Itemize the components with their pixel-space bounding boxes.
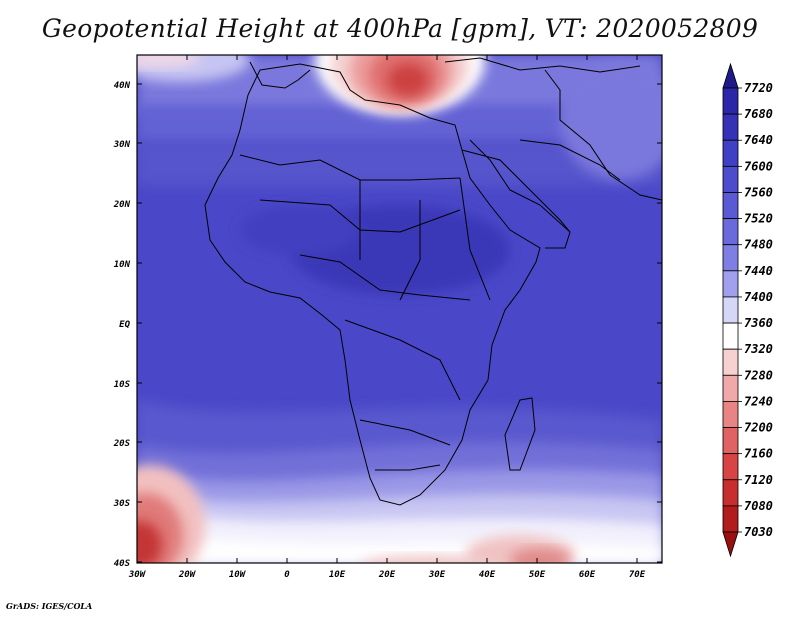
lon-label: 10E [329, 570, 346, 580]
colorbar-label: 7240 [744, 394, 773, 408]
colorbar-cell [722, 427, 739, 455]
coastlines [204, 57, 662, 506]
colorbar-cap-bottom [722, 531, 739, 558]
colorbar-label: 7640 [744, 133, 773, 147]
colorbar-cap-top [722, 62, 739, 89]
colorbar: 7720 7680 7640 7600 7560 7520 7480 7440 7400 7360… [722, 62, 773, 558]
colorbar-cell [722, 270, 739, 298]
lon-label: 30W [128, 570, 147, 580]
grads-credit: GrADS: IGES/COLA [6, 601, 93, 611]
lat-label: 20S [113, 439, 131, 449]
colorbar-cell [722, 139, 739, 167]
lon-label: 30E [428, 570, 446, 580]
colorbar-label: 7320 [744, 342, 773, 356]
colorbar-label: 7560 [744, 185, 773, 199]
height-field [137, 55, 662, 563]
lat-label: 30N [113, 140, 131, 150]
colorbar-cell [722, 401, 739, 428]
colorbar-cell [722, 165, 739, 193]
colorbar-label: 7160 [744, 447, 773, 461]
colorbar-cell [722, 296, 739, 324]
colorbar-label: 7200 [744, 421, 773, 435]
colorbar-label: 7360 [744, 316, 773, 330]
lat-label: 40N [114, 81, 131, 91]
colorbar-cell [722, 218, 739, 246]
colorbar-cell [722, 453, 739, 481]
colorbar-cell [722, 479, 739, 507]
colorbar-label: 7400 [744, 290, 773, 304]
plot-title: Geopotential Height at 400hPa [gpm], VT:… [41, 14, 759, 43]
lon-label: 50E [529, 570, 546, 580]
colorbar-cell [722, 113, 739, 141]
lon-label: 70E [629, 570, 646, 580]
colorbar-cell [722, 374, 739, 402]
lon-label: 10W [229, 570, 247, 580]
lon-label: 60E [579, 570, 596, 580]
colorbar-label: 7520 [744, 212, 773, 226]
map-frame [136, 54, 663, 564]
lat-axis: 40N 30N 20N 10N EQ 10S 20S 30S 40S [113, 81, 131, 569]
lat-label: 10N [114, 260, 131, 270]
colorbar-label: 7120 [744, 473, 773, 487]
lat-label: 10S [114, 380, 131, 390]
colorbar-label: 7280 [744, 368, 773, 382]
colorbar-label: 7720 [744, 81, 773, 95]
colorbar-label: 7440 [744, 264, 773, 278]
colorbar-label: 7030 [744, 525, 773, 539]
lon-axis: 30W 20W 10W 0 10E 20E 30E 40E 50E 60E 70… [128, 570, 646, 580]
colorbar-label: 7600 [744, 159, 773, 173]
axis-ticks [136, 55, 662, 563]
lat-label: 40S [114, 559, 131, 569]
lon-label: 0 [284, 570, 290, 580]
lon-label: 20E [378, 570, 396, 580]
colorbar-cell [722, 348, 739, 376]
colorbar-label: 7080 [744, 499, 773, 513]
colorbar-cell [722, 87, 739, 115]
lon-label: 20W [178, 570, 197, 580]
colorbar-label: 7480 [744, 238, 773, 252]
colorbar-cell [722, 244, 739, 272]
lat-label: 20N [113, 200, 131, 210]
lon-label: 40E [479, 570, 496, 580]
colorbar-label: 7680 [744, 107, 773, 121]
colorbar-cell [722, 505, 739, 533]
colorbar-cell [722, 322, 739, 350]
colorbar-cell [722, 192, 739, 219]
lat-label: EQ [119, 320, 130, 330]
lat-label: 30S [113, 499, 131, 509]
